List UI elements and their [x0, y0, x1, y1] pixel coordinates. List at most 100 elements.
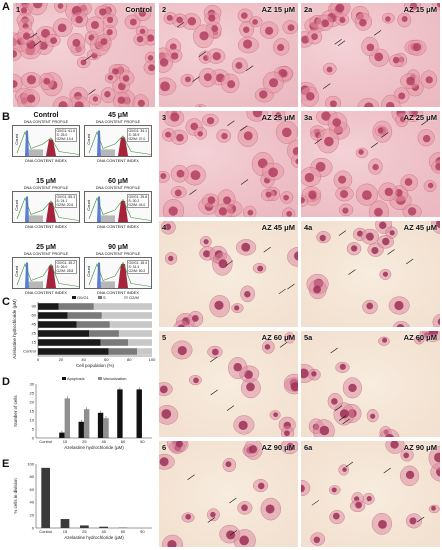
annotation-arrow [338, 415, 347, 421]
annotation-arrow [198, 51, 207, 57]
cell [308, 279, 327, 300]
flow-legend-entry: S: 24.1 [56, 199, 68, 203]
category-label: 45 [32, 322, 37, 327]
x-tick-label: 0 [37, 357, 40, 362]
cell [194, 104, 207, 107]
cell [392, 321, 410, 327]
cell [301, 195, 309, 207]
category-label: 90 [140, 529, 145, 534]
cell [20, 89, 40, 107]
legend-swatch [98, 377, 102, 380]
flow-legend: G0/G1: 55.3 S: 24.1 G2/M: 20.6 [54, 194, 77, 208]
category-label: 60 [121, 439, 126, 444]
annotation-arrow [334, 405, 343, 411]
cell [404, 3, 422, 14]
cell [355, 147, 369, 159]
cell [366, 409, 379, 423]
annotation-arrow [278, 288, 286, 295]
cell [201, 193, 220, 208]
g2m-peak [43, 202, 59, 222]
bar-segment [89, 330, 119, 337]
x-tick-label: 40 [81, 357, 86, 362]
g0g1-peak [21, 196, 33, 222]
g2m-peak [115, 137, 131, 156]
cell [377, 235, 394, 249]
flow-histogram: Count DNA CONTENT INDEX G0/G1: 55.3 S: 24.1… [12, 191, 80, 229]
cell [362, 299, 378, 315]
annotation-arrow [240, 179, 249, 185]
y-tick-label: 0 [32, 525, 35, 530]
cell [327, 112, 348, 134]
cell [407, 39, 427, 56]
cell [134, 7, 151, 22]
flow-legend: G0/G1: 34.1 S: 28.9 G2/M: 37.0 [126, 128, 149, 142]
bar-segment [38, 303, 59, 310]
y-tick-label: 10 [30, 417, 35, 422]
cell-field [159, 441, 298, 547]
annotation-arrow [383, 467, 391, 474]
cell [170, 186, 187, 199]
apoptosis-chart: Apoptosis Vacuolization 0 5 10 15 20 25 30 Contro… [13, 376, 152, 450]
bar-segment [108, 348, 138, 355]
cell [100, 87, 116, 104]
annotation-arrow [311, 500, 320, 506]
annotation-arrow [387, 249, 395, 255]
g2m-peak [43, 139, 59, 156]
cell [287, 247, 298, 267]
category-label: 90 [32, 304, 37, 309]
cell [188, 375, 202, 386]
cell [159, 453, 175, 470]
bar-segment [76, 321, 110, 328]
bar-segment [38, 339, 101, 346]
bar [60, 519, 70, 528]
cell [282, 207, 296, 217]
category-label: 60 [32, 313, 37, 318]
bar [117, 389, 123, 438]
micrograph-label: AZ 25 μM [403, 113, 437, 122]
cell [308, 368, 321, 381]
g0g1-peak [93, 196, 105, 222]
annotation-arrow [207, 517, 215, 523]
flow-legend-entry: G0/G1: 61.6 [56, 129, 75, 133]
flow-histogram: Count DNA CONTENT INDEX G0/G1: 61.6 S: 25.0… [12, 125, 80, 163]
y-axis-title: Number of cells [13, 395, 18, 427]
y-tick-label: 60 [30, 487, 35, 492]
panel-letter-e: E [2, 458, 10, 470]
cell [159, 405, 179, 425]
cell [369, 200, 389, 217]
cell [212, 252, 233, 276]
flow-legend-entry: G2/M: 13.4 [56, 137, 74, 141]
cell [249, 16, 263, 28]
y-tick-label: 0 [32, 435, 35, 440]
annotation-arrow [337, 40, 346, 46]
cell [405, 513, 422, 529]
cell [395, 112, 409, 128]
cell [52, 18, 73, 37]
flow-legend-entry: G2/M: 37.0 [128, 137, 146, 141]
micrograph-15-right: 2a AZ 15 μM [300, 2, 441, 108]
flow-legend-entry: G2/M: 44.0 [128, 203, 146, 207]
cell [329, 510, 345, 525]
cell [143, 60, 155, 75]
cell [253, 479, 269, 493]
flow-panel-subtitle: DNA CONTENT PROFILE [23, 252, 69, 256]
flow-panel-subtitle: DNA CONTENT PROFILE [23, 120, 69, 124]
cell-cycle-chart: G0/G1 S G2/M Control 15 25 45 60 90 0 20 40 60 80 100 C… [12, 296, 156, 368]
cell-field [301, 111, 440, 217]
cell [252, 262, 267, 274]
y-tick-label: 80 [30, 474, 35, 479]
cell [231, 57, 248, 74]
x-axis-title: Azelastine hydrochloride (µM) [64, 535, 124, 540]
g2m-peak [115, 201, 131, 222]
cell [322, 62, 337, 75]
cell [312, 419, 335, 437]
cell [385, 226, 398, 239]
annotation-arrow [187, 474, 195, 480]
cell [280, 441, 298, 455]
micrograph-label: AZ 60 μM [261, 333, 295, 342]
y-tick-label: 25 [30, 390, 35, 395]
flow-x-label: DNA CONTENT INDEX [25, 290, 67, 295]
bar [83, 409, 90, 438]
annotation-arrow [29, 32, 38, 39]
annotation-arrow [229, 530, 238, 536]
